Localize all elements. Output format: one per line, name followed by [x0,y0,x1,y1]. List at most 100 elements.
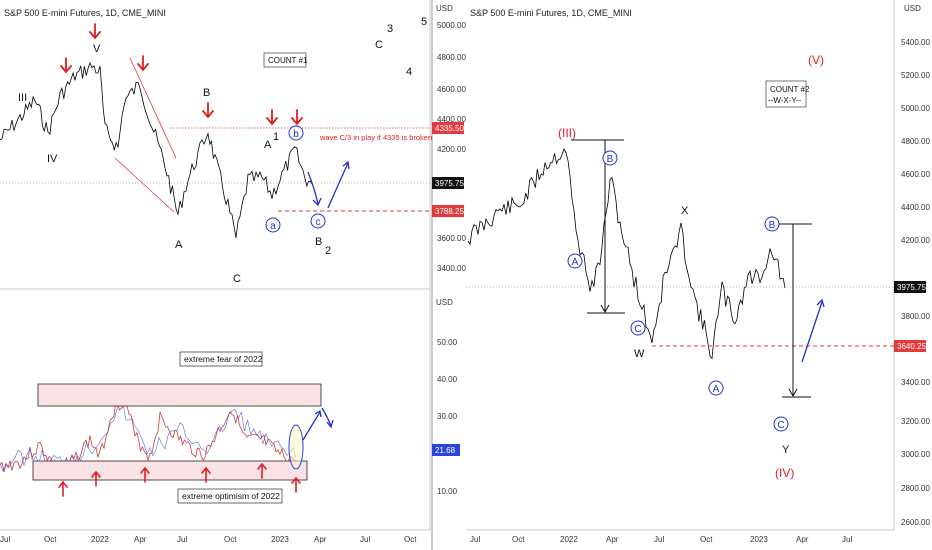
wave-III-left: III [18,92,27,104]
right-chart-header: S&P 500 E-mini Futures, 1D, CME_MINI [470,8,632,18]
right-ytick: 5000.00 [901,104,930,113]
wave-A2-right: A [713,384,720,395]
right-yticks: 5400.00 5200.00 5000.00 4800.00 4600.00 4400.… [901,38,930,527]
wave-V-right: (V) [808,53,824,67]
circle-B2-right [764,216,780,232]
left-xtick: Jul [360,535,370,544]
red-arrow-down [202,102,214,119]
count2-box [765,80,807,108]
fear-label: extreme fear of 2022 [184,354,263,364]
wave-V-left: V [93,43,101,55]
circle-A1-right [567,253,583,269]
circle-b [288,125,304,141]
tag-current-left: 3975.75 [435,179,464,188]
measure-right [779,223,812,398]
circle-a [265,217,281,233]
right-xtick: Oct [512,535,525,544]
fear-label-box [179,351,263,367]
left-xtick: Oct [404,535,417,544]
right-ytick: 3400.00 [901,378,930,387]
right-xtick: 2022 [560,535,578,544]
wave-B2-left: B [315,236,322,248]
note-text: wave C/3 in play if 4335 is broken [319,133,432,142]
blue-arrowhead [314,409,322,418]
wave-Y-right: Y [782,444,790,456]
blue-arrowhead [312,197,322,207]
left-xtick: Oct [224,535,237,544]
wave-W-right: W [634,348,645,360]
tag-current-left-bg [432,177,464,189]
left-bottom-yticks: 50.00 40.00 30.00 10.00 [437,338,458,496]
left-bottom-ytick: 10.00 [437,487,458,496]
vix-series [0,393,297,473]
wave-4-left: 4 [406,66,412,78]
blue-arrowhead [816,298,825,308]
circle-B1-right [602,150,618,166]
red-arrows-bottom [58,462,301,497]
blue-path-down [307,171,319,205]
wave-B1-right: B [607,154,614,165]
left-xtick: Apr [134,535,147,544]
right-price-series [467,148,786,360]
red-arrows-top [60,23,303,126]
left-bottom-ytick: 50.00 [437,338,458,347]
right-ytick: 5200.00 [901,71,930,80]
left-xtick: Apr [314,535,327,544]
right-xticks: Jul Oct 2022 Apr Jul Oct 2023 Apr Jul [470,535,852,544]
channel-lower-line [114,157,175,213]
count1-box [263,52,307,68]
right-ytick: 4200.00 [901,236,930,245]
right-xtick: Apr [606,535,619,544]
left-bottom-unit: USD [436,298,453,307]
vix-highlight-ellipse [288,424,304,470]
measure-right-arrowhead [788,388,798,398]
count1-label: COUNT #1 [268,56,308,65]
wave-C-left: C [233,273,241,285]
red-arrow-up [257,462,267,479]
left-bottom-ytick: 30.00 [437,412,458,421]
right-ytick: 4600.00 [901,170,930,179]
left-xtick: 2022 [91,535,109,544]
tag-3640: 3640.25 [897,342,926,351]
left-xtick: Jul [0,535,10,544]
tag-current-right: 3975.75 [897,283,926,292]
wave-III-right: (III) [558,126,576,140]
red-arrow-up [58,480,68,497]
left-xtick: Jul [177,535,187,544]
tag-vix: 21.68 [435,446,456,455]
red-arrow-down [137,55,149,72]
red-arrow-down [291,109,303,126]
wave-1-left: 1 [273,131,279,143]
blue-path-up [327,162,349,209]
tag-4335-bg [432,122,464,134]
wave-a-left: a [270,221,276,232]
optimism-label: extreme optimism of 2022 [182,491,280,501]
measure-left-arrowhead [600,304,610,314]
right-ytick: 4400.00 [901,203,930,212]
left-chart-header: S&P 500 E-mini Futures, 1D, CME_MINI [4,8,166,18]
wave-A2-left: A [264,139,272,151]
right-xtick: Jul [654,535,664,544]
left-top-ytick: 4400.00 [437,115,466,124]
wave-IV-left: IV [47,153,58,165]
right-ytick: 3200.00 [901,417,930,426]
optimism-label-box [177,488,283,504]
circle-A2-right [708,380,724,396]
optimism-zone-box [32,460,308,481]
wave-b-left: b [293,129,299,140]
tag-vix-bg [432,444,460,456]
channel-upper-line [129,57,177,159]
right-ytick: 5400.00 [901,38,930,47]
right-xtick: Apr [796,535,809,544]
circle-C1-right [630,320,646,336]
red-arrow-down [266,109,278,126]
tag-3788-bg [432,205,464,217]
red-arrow-down [60,57,72,74]
left-top-unit: USD [436,4,453,13]
red-arrow-up [291,476,301,493]
tag-3640-bg [894,340,926,352]
blue-arrowhead [326,419,334,429]
tag-current-right-bg [894,281,926,293]
vix-blue-path-up [302,411,321,441]
right-unit: USD [904,4,921,13]
